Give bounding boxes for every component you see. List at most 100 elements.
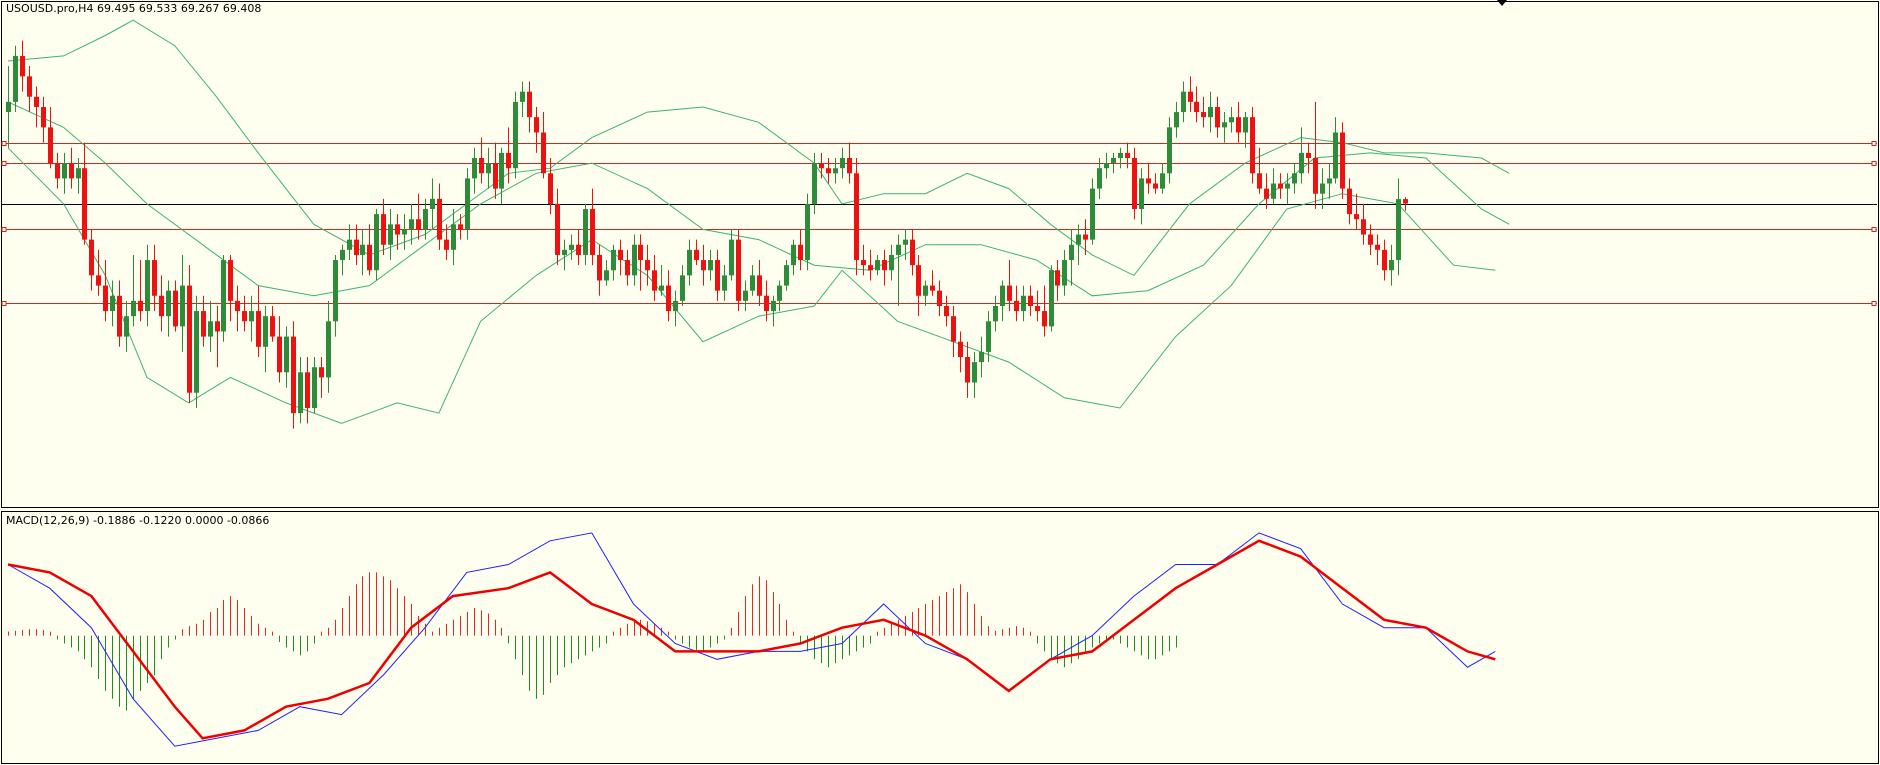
candle xyxy=(423,198,428,240)
candle-body xyxy=(833,168,838,174)
candle-body xyxy=(590,209,595,255)
candle-body xyxy=(736,239,741,301)
hline-right-handle-1[interactable] xyxy=(1871,161,1877,166)
candle xyxy=(618,239,623,276)
candle-body xyxy=(55,163,60,179)
hline-left-handle-4[interactable] xyxy=(1,301,7,306)
candle-body xyxy=(652,270,657,291)
candle xyxy=(117,280,122,347)
candle-body xyxy=(1153,183,1158,189)
candle xyxy=(277,316,282,383)
candle xyxy=(1222,112,1227,143)
hline-right-handle-0[interactable] xyxy=(1871,141,1877,146)
candle-body xyxy=(1250,117,1255,174)
candle-body xyxy=(416,219,421,230)
candle xyxy=(875,254,880,276)
candle xyxy=(1361,203,1366,245)
candle-body xyxy=(791,244,796,266)
candle-body xyxy=(499,152,504,189)
candle-body xyxy=(1104,163,1109,169)
candle xyxy=(263,305,268,373)
candle-body xyxy=(1215,106,1220,128)
candle-body xyxy=(208,321,213,337)
candle xyxy=(131,254,136,327)
hline-left-handle-0[interactable] xyxy=(1,141,7,146)
macd-panel[interactable] xyxy=(7,532,1496,747)
hline-right-handle-4[interactable] xyxy=(1871,301,1877,306)
candle xyxy=(889,244,894,281)
candle xyxy=(993,295,998,332)
candle xyxy=(1021,285,1026,322)
candle-body xyxy=(249,311,254,322)
candle-body xyxy=(951,316,956,342)
hline-left-handle-3[interactable] xyxy=(1,227,7,232)
candle xyxy=(1333,117,1338,184)
candle xyxy=(333,254,338,337)
candle xyxy=(694,239,699,266)
candle xyxy=(868,249,873,281)
candle-body xyxy=(284,336,289,373)
hline-left-handle-1[interactable] xyxy=(1,161,7,166)
candle xyxy=(1340,122,1345,199)
candle xyxy=(562,239,567,271)
candle xyxy=(388,209,393,261)
candle xyxy=(6,66,11,148)
candle-body xyxy=(819,163,824,169)
candle-body xyxy=(173,290,178,327)
candle-body xyxy=(1354,214,1359,220)
candle xyxy=(715,249,720,301)
candle-body xyxy=(1097,168,1102,189)
candle xyxy=(173,280,178,332)
bollinger-middle-band xyxy=(7,101,1510,297)
candle xyxy=(520,81,525,118)
candle xyxy=(965,341,970,398)
candle xyxy=(1062,249,1067,296)
candle xyxy=(62,152,67,194)
candle xyxy=(180,254,185,352)
candle-body xyxy=(486,163,491,174)
candle xyxy=(284,326,289,388)
candle-body xyxy=(882,260,887,271)
candle-body xyxy=(750,275,755,291)
macd-line xyxy=(7,532,1496,747)
candle xyxy=(1042,285,1047,337)
candle xyxy=(1174,101,1179,138)
candle xyxy=(1097,157,1102,199)
candle xyxy=(499,147,504,204)
candle xyxy=(687,239,692,286)
candle xyxy=(1299,127,1304,184)
candle-body xyxy=(451,224,456,250)
candle-body xyxy=(632,244,637,276)
candle-body xyxy=(82,168,87,240)
candle xyxy=(666,270,671,322)
candle-body xyxy=(701,260,706,271)
candle xyxy=(680,265,685,306)
candle xyxy=(235,285,240,332)
candle xyxy=(1055,260,1060,301)
candle-body xyxy=(138,300,143,312)
candle-body xyxy=(1208,106,1213,118)
candle-body xyxy=(569,244,574,250)
candle xyxy=(1111,152,1116,174)
candle xyxy=(194,295,199,409)
candle-body xyxy=(576,244,581,255)
candle-body xyxy=(1076,234,1081,245)
candle-body xyxy=(1271,183,1276,199)
candle-body xyxy=(583,209,588,255)
candle xyxy=(923,280,928,306)
candle xyxy=(958,331,963,373)
candle xyxy=(166,280,171,337)
candle xyxy=(1271,168,1276,204)
hline-right-handle-3[interactable] xyxy=(1871,227,1877,232)
price-panel[interactable] xyxy=(1,19,1877,429)
candle-body xyxy=(958,341,963,358)
candle xyxy=(340,244,345,276)
candle xyxy=(1313,101,1318,210)
candle xyxy=(13,45,18,113)
candle-body xyxy=(847,157,852,174)
candle xyxy=(472,147,477,194)
candle xyxy=(569,234,574,261)
candle xyxy=(1181,81,1186,123)
shift-marker-icon[interactable] xyxy=(1497,0,1507,6)
